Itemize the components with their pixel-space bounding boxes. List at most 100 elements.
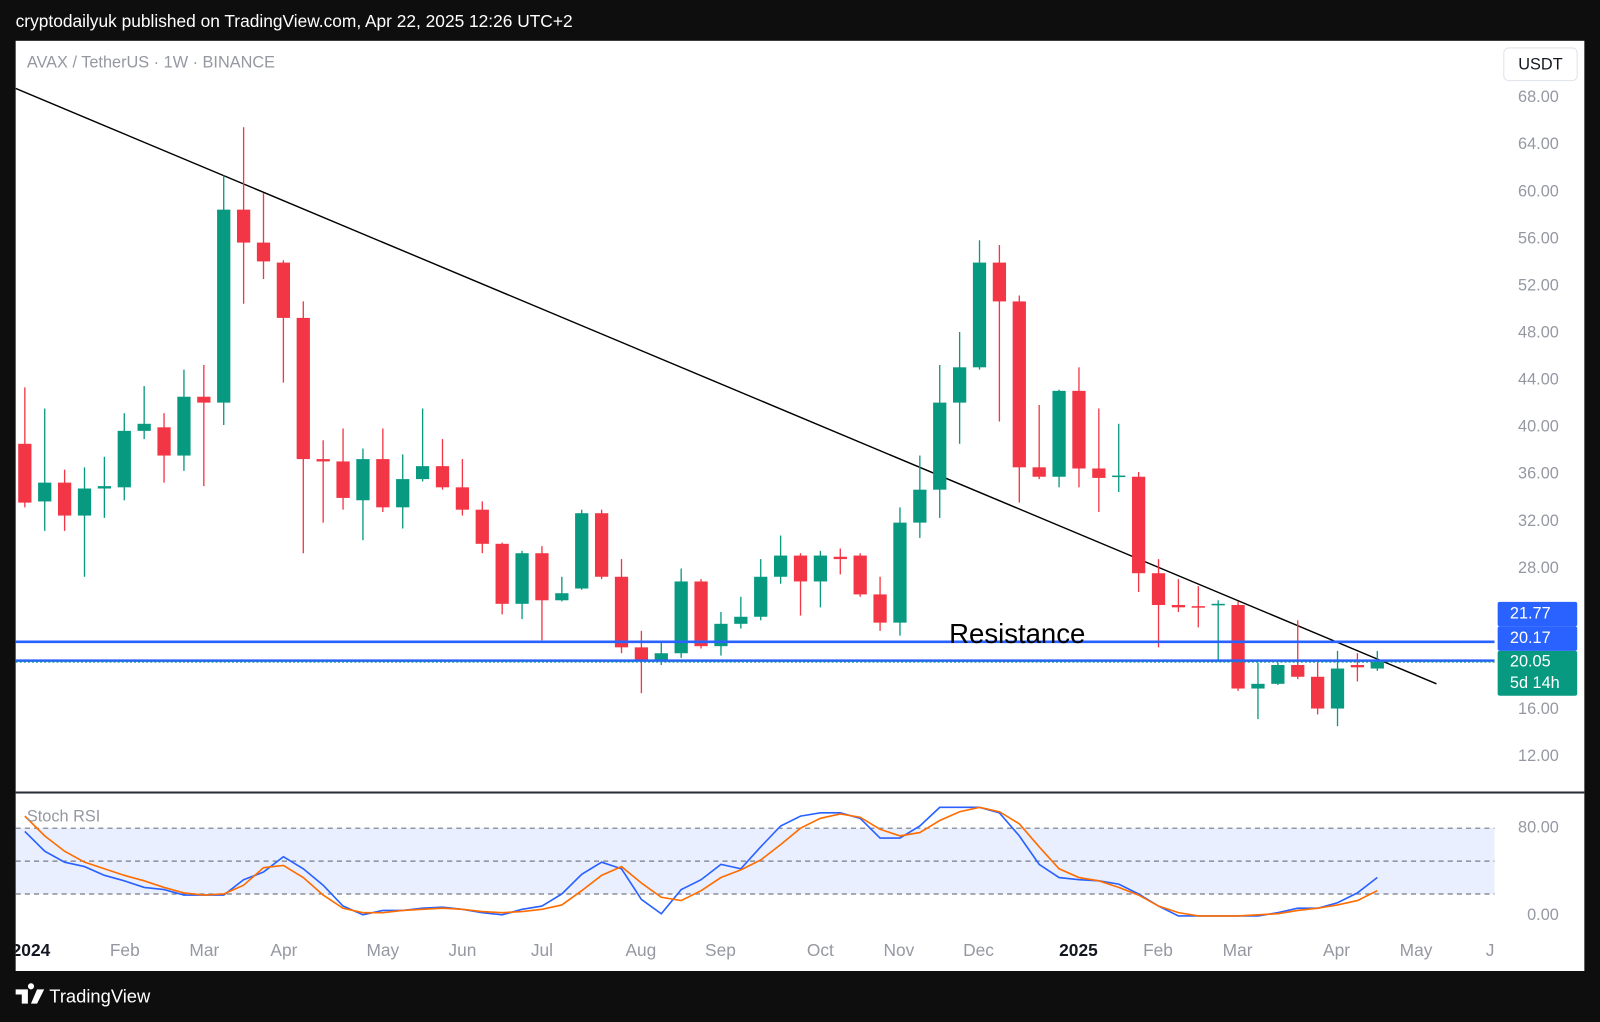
candle-body — [97, 486, 112, 489]
currency-box[interactable] — [1503, 47, 1578, 82]
y-tick-label: 16.00 — [1518, 700, 1559, 718]
x-tick-label: Apr — [270, 940, 297, 960]
candle-body — [813, 555, 828, 582]
x-tick-label: Mar — [1223, 940, 1253, 960]
candle-body — [1012, 301, 1026, 468]
candle-body — [1271, 665, 1285, 684]
indicator-title: Stoch RSI — [27, 807, 100, 825]
candle-body — [117, 430, 131, 488]
publisher-header: cryptodailyuk published on TradingView.c… — [16, 11, 573, 31]
y-tick-label: 12.00 — [1518, 747, 1559, 765]
candle-body — [336, 461, 350, 498]
y-tick-label: 64.00 — [1518, 135, 1559, 153]
candle-body — [137, 423, 151, 431]
candle-body — [773, 555, 788, 577]
x-tick-label: Mar — [189, 940, 219, 960]
candle-body — [1350, 665, 1365, 668]
candle-body — [555, 593, 569, 601]
candle-body — [455, 487, 470, 510]
price-pane: Resistance — [15, 87, 1495, 727]
level-box — [1497, 601, 1578, 627]
x-tick-label: 2025 — [1059, 940, 1098, 960]
candle-body — [952, 367, 967, 403]
y-tick-label: 80.00 — [1518, 818, 1559, 836]
x-tick-label: May — [1400, 940, 1433, 960]
candle-body — [654, 653, 668, 661]
candle-body — [893, 522, 907, 623]
candle-body — [276, 262, 291, 318]
candle-body — [236, 209, 251, 243]
stoch-pane — [15, 806, 1495, 917]
stoch-line — [24, 806, 1378, 917]
logo-mark — [15, 983, 45, 1004]
candle-body — [972, 262, 987, 368]
candle-body — [296, 317, 310, 460]
candle-body — [1370, 662, 1384, 669]
candle-body — [356, 459, 370, 501]
y-tick-label: 32.00 — [1518, 512, 1559, 530]
x-tick-label: Sep — [705, 940, 736, 960]
candle-body — [1211, 603, 1225, 606]
x-tick-label: Apr — [1323, 940, 1350, 960]
candle-body — [1311, 676, 1325, 709]
candle-body — [38, 482, 52, 502]
y-tick-label: 36.00 — [1518, 465, 1559, 483]
x-tick-label: Jun — [1486, 940, 1514, 960]
candle-body — [1291, 665, 1305, 677]
candle-body — [197, 396, 211, 403]
candle-body — [18, 443, 32, 503]
x-tick-label: 2024 — [12, 940, 51, 960]
candle-body — [913, 489, 927, 523]
candle-body — [1092, 468, 1106, 478]
x-tick-label: Jul — [531, 940, 553, 960]
y-tick-label: 60.00 — [1518, 182, 1559, 200]
level-box — [1497, 626, 1578, 651]
y-tick-label: 28.00 — [1518, 559, 1559, 577]
candle-body — [793, 555, 808, 582]
last-price-box — [1497, 650, 1578, 696]
candle-body — [1112, 475, 1126, 478]
candle-body — [833, 556, 847, 560]
candle-body — [734, 616, 748, 624]
x-tick-label: Dec — [963, 940, 994, 960]
last-price-label: 20.05 — [1510, 652, 1551, 670]
candle-body — [1151, 573, 1166, 605]
candle-body — [1231, 604, 1245, 689]
candle-body — [575, 513, 589, 589]
x-tick-label: Jun — [448, 940, 476, 960]
candle-body — [1131, 476, 1146, 574]
annotation: Resistance — [949, 618, 1085, 649]
candle-body — [177, 396, 191, 456]
level-label: 20.17 — [1510, 629, 1551, 647]
currency-label[interactable]: USDT — [1518, 56, 1562, 74]
candle-body — [435, 466, 450, 488]
candle-body — [614, 576, 629, 648]
overlay: 12.0016.0020.0024.0028.0032.0036.0040.00… — [1494, 88, 1578, 924]
candle-body — [376, 459, 390, 508]
candle-body — [1191, 606, 1205, 608]
candle-body — [415, 466, 430, 480]
candle-body — [594, 513, 609, 577]
candle-body — [515, 553, 529, 604]
candle-body — [1032, 467, 1046, 477]
candle-body — [1052, 390, 1066, 477]
candle-body — [1251, 683, 1265, 689]
x-tick-label: Feb — [110, 940, 140, 960]
candle-body — [1072, 390, 1086, 469]
countdown-label: 5d 14h — [1510, 674, 1560, 692]
brand-name: TradingView — [49, 985, 151, 1006]
x-tick-label: Aug — [625, 940, 656, 960]
y-tick-label: 0.00 — [1527, 906, 1559, 924]
y-tick-label: 40.00 — [1518, 418, 1559, 436]
time-axis: 2024 Feb Mar Apr May Jun Jul Aug Sep Oct Nov Dec 202… — [12, 940, 1514, 960]
candle-body — [495, 543, 509, 604]
y-tick-label: 44.00 — [1518, 371, 1559, 389]
y-tick-label: 52.00 — [1518, 276, 1559, 294]
candle-body — [535, 553, 549, 601]
pane-divider — [15, 791, 1585, 794]
candle-body — [634, 647, 649, 661]
candle-body — [694, 581, 708, 647]
candle-body — [1171, 604, 1186, 608]
